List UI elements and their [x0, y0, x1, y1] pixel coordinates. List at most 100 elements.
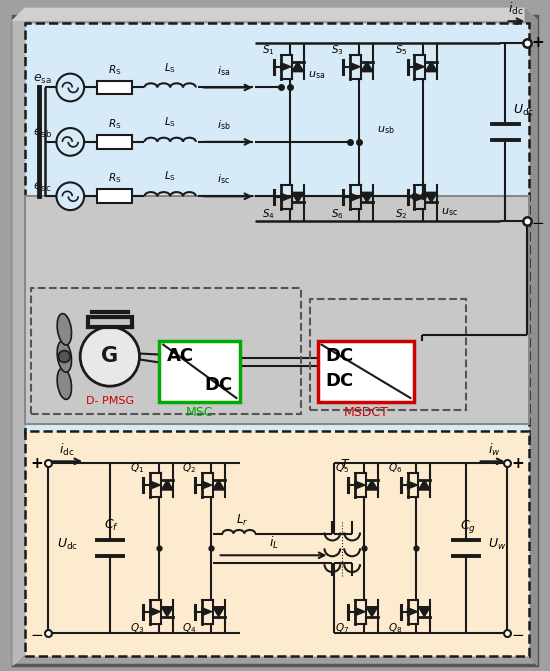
Polygon shape [350, 193, 360, 201]
Text: $u_{\mathrm{sa}}$: $u_{\mathrm{sa}}$ [307, 70, 325, 81]
Text: $S_1$: $S_1$ [262, 43, 274, 56]
Text: $u_{\mathrm{sc}}$: $u_{\mathrm{sc}}$ [441, 206, 458, 218]
Polygon shape [202, 608, 212, 615]
Text: DC: DC [326, 372, 354, 390]
Text: $u_{\mathrm{sb}}$: $u_{\mathrm{sb}}$ [377, 124, 394, 136]
Circle shape [80, 327, 140, 386]
Text: $e_{\mathrm{sb}}$: $e_{\mathrm{sb}}$ [33, 127, 52, 140]
Text: $L_{\mathrm{S}}$: $L_{\mathrm{S}}$ [164, 170, 176, 183]
Polygon shape [161, 607, 173, 617]
Text: DC: DC [204, 376, 233, 394]
Text: $S_4$: $S_4$ [262, 207, 274, 221]
Text: +: + [31, 456, 43, 471]
Text: DC: DC [326, 347, 354, 364]
Text: $Q_8$: $Q_8$ [388, 621, 402, 635]
Text: $Q_6$: $Q_6$ [388, 461, 402, 475]
Polygon shape [419, 480, 430, 490]
FancyBboxPatch shape [317, 341, 415, 402]
Text: $i_{\mathrm{dc}}$: $i_{\mathrm{dc}}$ [508, 1, 523, 17]
Polygon shape [202, 481, 212, 489]
Text: $-$: $-$ [30, 626, 43, 641]
Polygon shape [213, 607, 224, 617]
Polygon shape [419, 607, 430, 617]
Text: $i_L$: $i_L$ [268, 535, 278, 552]
Polygon shape [355, 481, 365, 489]
Polygon shape [150, 481, 160, 489]
Text: $Q_5$: $Q_5$ [335, 461, 349, 475]
Circle shape [57, 128, 84, 156]
FancyBboxPatch shape [160, 341, 240, 402]
Text: $R_{\mathrm{S}}$: $R_{\mathrm{S}}$ [108, 172, 121, 185]
Ellipse shape [57, 341, 72, 372]
FancyBboxPatch shape [25, 23, 529, 439]
Text: G: G [101, 346, 118, 366]
Polygon shape [366, 607, 378, 617]
Polygon shape [355, 608, 365, 615]
Polygon shape [350, 63, 360, 70]
Text: $i_{\mathrm{sa}}$: $i_{\mathrm{sa}}$ [217, 64, 230, 78]
Text: $i_{\mathrm{dc}}$: $i_{\mathrm{dc}}$ [59, 442, 74, 458]
Text: $S_5$: $S_5$ [395, 43, 408, 56]
FancyBboxPatch shape [25, 197, 529, 424]
Text: $-$: $-$ [531, 213, 544, 229]
Text: $L_r$: $L_r$ [236, 513, 249, 527]
Text: $Q_2$: $Q_2$ [182, 461, 196, 475]
Polygon shape [366, 480, 378, 490]
Text: $Q_4$: $Q_4$ [182, 621, 196, 635]
Polygon shape [425, 62, 437, 72]
Text: AC: AC [167, 347, 194, 364]
Circle shape [58, 350, 70, 362]
FancyBboxPatch shape [13, 16, 537, 665]
Bar [97, 135, 131, 149]
Polygon shape [408, 481, 417, 489]
Text: D- PMSG: D- PMSG [86, 396, 134, 406]
Text: MSDCT: MSDCT [344, 406, 388, 419]
Polygon shape [425, 193, 437, 202]
Polygon shape [292, 193, 304, 202]
Polygon shape [13, 8, 537, 20]
Text: $i_{\mathrm{sb}}$: $i_{\mathrm{sb}}$ [217, 118, 230, 132]
Polygon shape [161, 480, 173, 490]
Polygon shape [13, 16, 25, 665]
Text: $C_g$: $C_g$ [460, 518, 476, 535]
Text: $U_{\mathrm{dc}}$: $U_{\mathrm{dc}}$ [513, 103, 535, 118]
Text: $Q_1$: $Q_1$ [130, 461, 145, 475]
Polygon shape [281, 193, 291, 201]
Text: $S_6$: $S_6$ [331, 207, 344, 221]
Bar [97, 189, 131, 203]
Text: $-$: $-$ [512, 626, 525, 641]
Text: $L_{\mathrm{S}}$: $L_{\mathrm{S}}$ [164, 61, 176, 74]
Circle shape [57, 74, 84, 101]
Text: $L_{\mathrm{S}}$: $L_{\mathrm{S}}$ [164, 115, 176, 129]
Text: $S_2$: $S_2$ [395, 207, 408, 221]
Polygon shape [415, 193, 425, 201]
Polygon shape [150, 608, 160, 615]
Text: $S_3$: $S_3$ [331, 43, 344, 56]
Text: $U_{\mathrm{dc}}$: $U_{\mathrm{dc}}$ [57, 537, 79, 552]
Text: $Q_7$: $Q_7$ [335, 621, 349, 635]
FancyBboxPatch shape [25, 431, 529, 656]
Circle shape [57, 183, 84, 210]
Ellipse shape [57, 368, 72, 399]
Polygon shape [213, 480, 224, 490]
Polygon shape [13, 653, 25, 665]
Polygon shape [281, 63, 291, 70]
Text: $C_f$: $C_f$ [104, 517, 119, 533]
Text: $Q_3$: $Q_3$ [130, 621, 145, 635]
Ellipse shape [57, 313, 72, 345]
Text: $i_w$: $i_w$ [488, 442, 501, 458]
Text: $i_{\mathrm{sc}}$: $i_{\mathrm{sc}}$ [217, 172, 230, 187]
Text: MSC: MSC [186, 406, 213, 419]
Polygon shape [361, 62, 373, 72]
Text: $e_{\mathrm{sc}}$: $e_{\mathrm{sc}}$ [34, 181, 52, 195]
Text: T: T [340, 458, 348, 471]
Bar [97, 81, 131, 95]
Polygon shape [292, 62, 304, 72]
Polygon shape [525, 8, 537, 665]
Polygon shape [415, 63, 425, 70]
Text: +: + [512, 456, 524, 471]
Text: $U_w$: $U_w$ [488, 537, 506, 552]
Text: +: + [531, 36, 544, 50]
Text: $R_{\mathrm{S}}$: $R_{\mathrm{S}}$ [108, 117, 121, 131]
Text: $e_{\mathrm{sa}}$: $e_{\mathrm{sa}}$ [33, 72, 52, 85]
